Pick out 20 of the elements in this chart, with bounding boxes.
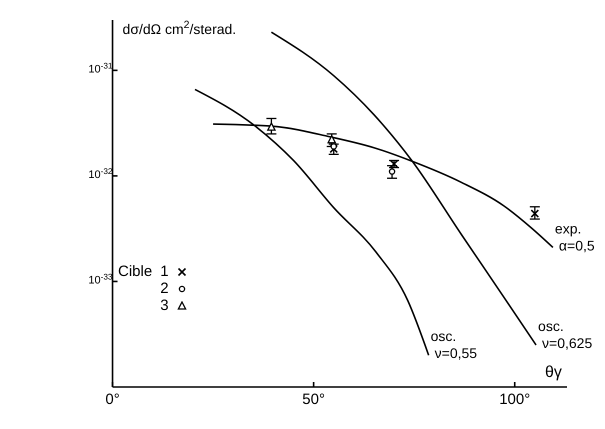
x-tick-label: 100° <box>499 391 530 408</box>
y-tick-label: 10$^{-33}$ <box>88 272 113 286</box>
legend-title: Cible <box>118 263 152 282</box>
y-tick-label: 10$^{-31}$ <box>88 60 113 76</box>
x-tick-label: 50° <box>302 391 325 408</box>
y-tick-label: 10$^{-32}$ <box>88 166 113 181</box>
y-axis-title: dσ/dΩ cm$^{2}$/sterad. <box>122 19 236 37</box>
x-tick-label: 0° <box>105 391 120 408</box>
point <box>530 209 540 218</box>
series-label: exp. α=0,5 <box>554 220 595 254</box>
legend-label: 1 <box>160 263 169 280</box>
series-label: osc. ν=0,625 <box>538 318 592 351</box>
point <box>267 122 276 131</box>
legend-label: 2 <box>160 280 169 297</box>
point <box>388 168 396 175</box>
x-axis-title: θγ <box>545 364 562 381</box>
legend-label: 3 <box>160 297 169 314</box>
series-label: osc. ν=0,55 <box>430 328 478 362</box>
point <box>330 143 337 150</box>
point <box>327 135 336 144</box>
